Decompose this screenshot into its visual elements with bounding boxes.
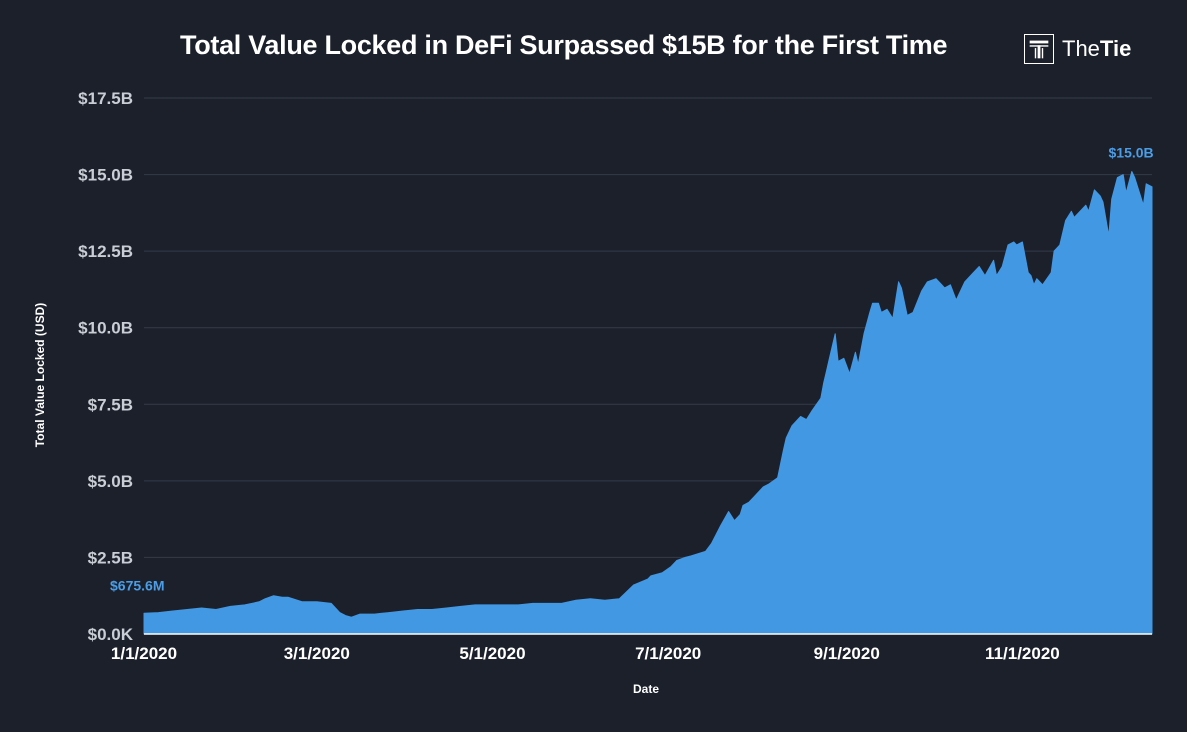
x-axis-ticks: 1/1/2020 3/1/2020 5/1/2020 7/1/2020 9/1/2020… xyxy=(111,644,1060,663)
area-layer xyxy=(143,171,1153,635)
y-tick-label: $12.5B xyxy=(78,242,133,261)
brand-name-bold: Tie xyxy=(1099,36,1132,61)
x-tick-label: 7/1/2020 xyxy=(635,644,701,663)
x-tick-label: 11/1/2020 xyxy=(985,644,1060,663)
x-axis-title: Date xyxy=(633,682,659,696)
x-tick-label: 3/1/2020 xyxy=(284,644,350,663)
brand-name-light: The xyxy=(1062,36,1100,61)
start-value-label: $675.6M xyxy=(110,577,164,593)
brand-name: TheTie xyxy=(1062,32,1131,66)
y-axis-ticks: $0.0K $2.5B $5.0B $7.5B $10.0B $12.5B $15.0B $1… xyxy=(78,89,134,644)
the-tie-logo-icon xyxy=(1024,34,1054,64)
x-tick-label: 9/1/2020 xyxy=(814,644,880,663)
y-tick-label: $10.0B xyxy=(78,319,133,338)
y-tick-label: $17.5B xyxy=(78,89,133,108)
y-tick-label: $15.0B xyxy=(78,166,133,185)
y-tick-label: $2.5B xyxy=(88,548,133,567)
y-axis-title: Total Value Locked (USD) xyxy=(33,303,47,447)
peak-value-label: $15.0B xyxy=(1109,145,1154,161)
x-tick-label: 1/1/2020 xyxy=(111,644,177,663)
y-tick-label: $7.5B xyxy=(88,395,133,414)
chart-title: Total Value Locked in DeFi Surpassed $15… xyxy=(180,30,948,60)
x-tick-label: 5/1/2020 xyxy=(459,644,525,663)
y-tick-label: $0.0K xyxy=(88,625,134,644)
tvl-area-series xyxy=(143,171,1153,635)
y-tick-label: $5.0B xyxy=(88,472,133,491)
brand-logo: TheTie xyxy=(1024,32,1131,66)
annotations: $675.6M $15.0B xyxy=(110,145,1154,594)
